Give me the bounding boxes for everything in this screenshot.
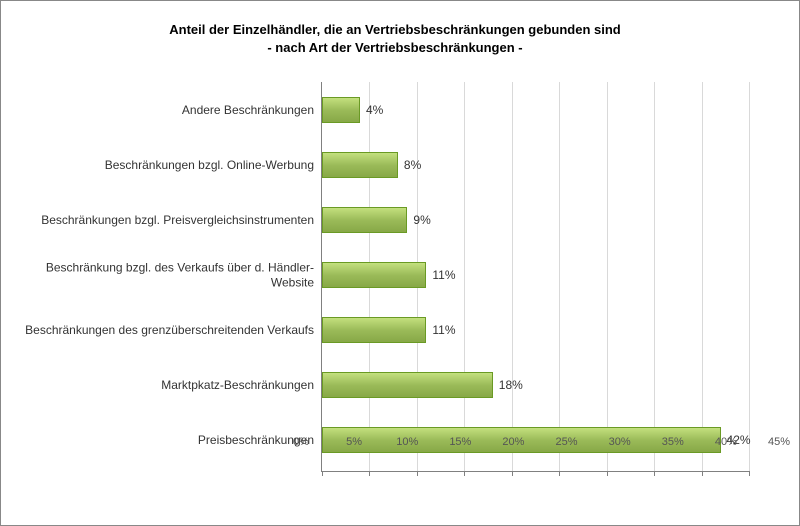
bar-value-label: 4% bbox=[360, 103, 383, 117]
bar-category-label: Beschränkungen des grenzüberschreitenden… bbox=[22, 323, 322, 337]
tick-mark bbox=[322, 471, 323, 476]
bar-value-label: 18% bbox=[493, 378, 523, 392]
bar-value-label: 8% bbox=[398, 158, 421, 172]
title-line-1: Anteil der Einzelhändler, die an Vertrie… bbox=[169, 22, 621, 37]
gridline bbox=[749, 82, 750, 471]
x-tick-label: 35% bbox=[662, 436, 684, 448]
bar-row: Beschränkung bzgl. des Verkaufs über d. … bbox=[322, 262, 749, 288]
tick-mark bbox=[607, 471, 608, 476]
tick-mark bbox=[654, 471, 655, 476]
bar-row: Beschränkungen des grenzüberschreitenden… bbox=[322, 317, 749, 343]
x-tick-label: 30% bbox=[609, 436, 631, 448]
bar-category-label: Beschränkung bzgl. des Verkaufs über d. … bbox=[22, 261, 322, 290]
tick-mark bbox=[369, 471, 370, 476]
bar bbox=[322, 317, 426, 343]
bar-row: Beschränkungen bzgl. Online-Werbung8% bbox=[322, 152, 749, 178]
x-tick-label: 15% bbox=[449, 436, 471, 448]
chart-container: Anteil der Einzelhändler, die an Vertrie… bbox=[0, 0, 800, 526]
tick-mark bbox=[512, 471, 513, 476]
x-tick-label: 10% bbox=[396, 436, 418, 448]
bar-category-label: Preisbeschränkungen bbox=[22, 433, 322, 447]
tick-mark bbox=[749, 471, 750, 476]
bar-value-label: 9% bbox=[407, 213, 430, 227]
tick-mark bbox=[417, 471, 418, 476]
bar-category-label: Marktpkatz-Beschränkungen bbox=[22, 378, 322, 392]
bar bbox=[322, 262, 426, 288]
bar bbox=[322, 207, 407, 233]
x-tick-label: 45% bbox=[768, 436, 790, 448]
chart-title: Anteil der Einzelhändler, die an Vertrie… bbox=[21, 21, 769, 57]
bar-row: Beschränkungen bzgl. Preisvergleichsinst… bbox=[322, 207, 749, 233]
bar-category-label: Andere Beschränkungen bbox=[22, 103, 322, 117]
title-line-2: - nach Art der Vertriebsbeschränkungen - bbox=[267, 40, 522, 55]
x-tick-label: 40% bbox=[715, 436, 737, 448]
x-axis: 0%5%10%15%20%25%30%35%40%45% bbox=[301, 436, 779, 456]
bar-row: Marktpkatz-Beschränkungen18% bbox=[322, 372, 749, 398]
bar-value-label: 11% bbox=[426, 268, 455, 282]
bar bbox=[322, 372, 493, 398]
bar-value-label: 11% bbox=[426, 323, 455, 337]
tick-mark bbox=[702, 471, 703, 476]
tick-mark bbox=[464, 471, 465, 476]
bar bbox=[322, 97, 360, 123]
tick-mark bbox=[559, 471, 560, 476]
x-tick-label: 5% bbox=[346, 436, 362, 448]
x-tick-label: 0% bbox=[293, 436, 309, 448]
plot-area: Andere Beschränkungen4% Beschränkungen bz… bbox=[321, 82, 749, 472]
bar-category-label: Beschränkungen bzgl. Online-Werbung bbox=[22, 158, 322, 172]
x-tick-label: 20% bbox=[502, 436, 524, 448]
bar-row: Andere Beschränkungen4% bbox=[322, 97, 749, 123]
x-tick-label: 25% bbox=[556, 436, 578, 448]
bar-category-label: Beschränkungen bzgl. Preisvergleichsinst… bbox=[22, 213, 322, 227]
bar bbox=[322, 152, 398, 178]
